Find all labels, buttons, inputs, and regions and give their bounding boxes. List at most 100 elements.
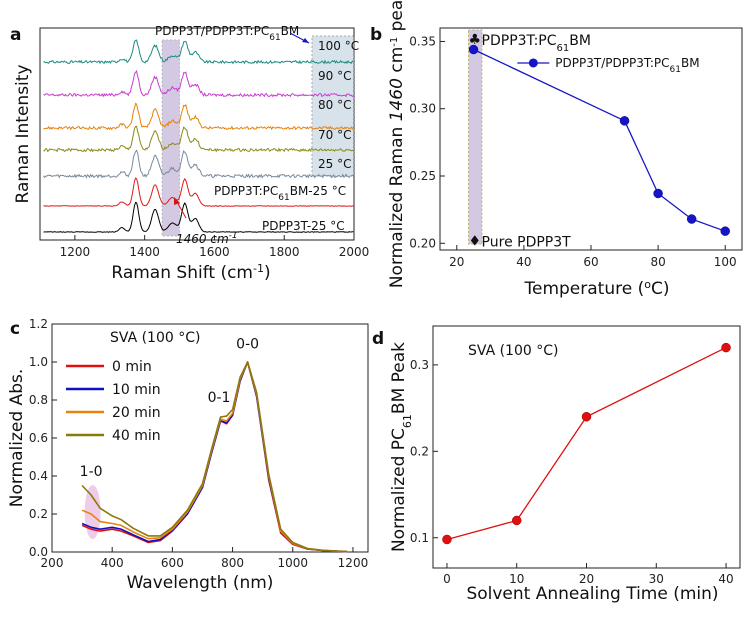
panel-a-temp-box [311,35,355,177]
panel-c-xtick-label: 200 [41,556,64,570]
panel-a-series-line [43,69,354,98]
panel-d-ytick-label: 0.2 [410,444,429,458]
panel-b-ylabel-mid: cm [387,47,407,78]
panel-a-series-label-sub: 61 [278,193,289,203]
panel-b-ylabel-text: Normalized Raman [387,121,407,288]
panel-b-special-label: PDPP3T:PC61BM [482,33,591,54]
panel-b-letter: b [370,25,382,45]
panel-b-xtick-label: 40 [516,255,531,269]
panel-a-series-label-text: 70 °C [318,128,351,142]
panel-a-xtick-label: 2000 [339,245,370,259]
panel-a-series-line [43,149,354,179]
panel-b-xlabel: Temperature (oC) [524,278,670,300]
panel-b-special-label: Pure PDPP3T [482,235,572,251]
panel-c-annotation: 0-1 [208,390,231,406]
panel-c-ytick-label: 1.0 [29,355,48,369]
panel-a-series-label: 90 °C [318,69,351,83]
panel-d-data-point [511,515,522,526]
panel-b-shaded-region [468,29,483,245]
panel-c-xtick-label: 400 [101,556,124,570]
panel-a-series-label: PDPP3T-25 °C [262,219,345,233]
panel-a-header-text: PDPP3T/PDPP3T:PC [155,24,269,38]
panel-a-header-end: BM [281,24,300,38]
panel-b-data-point [686,214,697,224]
panel-c-xtick-label: 1000 [277,556,308,570]
panel-b-ylabel-italic: 1460 [387,78,407,121]
panel-a-series-label-end: BM-25 °C [290,184,346,198]
panel-a-series-label: 70 °C [318,128,351,142]
panel-b-ytick-label: 0.20 [409,236,436,250]
panel-d-ylabel-sub: 61 [401,414,414,428]
panel-a-series-label-text: 80 °C [318,98,351,112]
panel-d-data-point [721,342,731,353]
panel-b-legend-text: PDPP3T/PDPP3T:PC [555,56,669,70]
panel-b-special-label-text: Pure PDPP3T [482,235,572,251]
panel-c-legend-label: 10 min [112,382,161,398]
panel-a-series-label: 25 °C [318,157,351,171]
panel-a-xlabel: Raman Shift (cm-1) [111,262,270,284]
panel-a-series-label: PDPP3T:PC61BM-25 °C [214,184,346,203]
panel-a-xtick-label: 1800 [269,245,300,259]
panel-d-xtick-label: 40 [718,572,733,586]
panel-c-legend-label: 40 min [112,428,161,444]
panel-d-data-point [442,534,452,545]
panel-b-special-marker: ♣ [469,32,482,48]
panel-a-series-label-text: PDPP3T-25 °C [262,219,345,233]
panel-c-ylabel: Normalized Abs. [7,369,27,508]
panel-a-series-label-text: 90 °C [318,69,351,83]
panel-d-data-point [581,412,592,422]
panel-a-series-line [43,201,354,233]
panel-a-series-line [43,39,354,65]
panel-b-special-label-end: BM [569,33,591,49]
panel-a-ylabel: Raman Intensity [13,64,33,203]
panel-a-shaded-region [161,39,181,237]
panel-c-legend-label: 20 min [112,405,161,421]
panel-d-xtick-label: 20 [579,572,594,586]
panel-a-series-label-text: 25 °C [318,157,351,171]
panel-b-data-point [619,116,630,126]
panel-c-xlabel: Wavelength (nm) [127,573,274,593]
panel-d-ytick-label: 0.1 [410,531,429,545]
panel-b-legend-marker [528,58,538,68]
panel-a-header-arrowhead [302,38,309,43]
panel-a-series-label-text: PDPP3T:PC [214,184,278,198]
panel-a-xlabel-end: ) [264,263,271,283]
panel-c-absorbance-chart: 200 400 600 800 1000 1200 0.0 0.2 0.4 0.6 0.8 1.0 1.… [7,317,369,593]
panel-a-header-sub: 61 [269,33,280,43]
panel-c-annotation: 1-0 [80,464,103,480]
panel-a-xlabel-sup: -1 [253,262,264,275]
panel-c-ytick-label: 0.2 [29,507,48,521]
panel-d-pcbm-peak-chart: 0 10 20 30 40 0.1 0.2 0.3 Solvent Annealing Time… [372,325,741,604]
panel-b-legend-end: BM [681,56,700,70]
panel-d-xtick-label: 30 [649,572,664,586]
panel-b-data-point [720,226,730,236]
panel-d-ylabel: Normalized PC61BM Peak [389,342,414,552]
panel-b-ytick-label: 0.30 [409,102,436,116]
panel-a-peak-label-sup: -1 [229,231,238,241]
panel-b-ytick-label: 0.25 [409,169,436,183]
panel-b-data-point [468,44,479,55]
panel-c-title: SVA (100 °C) [110,330,200,346]
panel-d-letter: d [372,329,384,349]
panel-b-data-point [653,188,663,199]
panel-d-ytick-label: 0.3 [410,358,429,372]
panel-b-ytick-label: 0.35 [409,34,436,48]
panel-d-xlabel: Solvent Annealing Time (min) [466,584,718,604]
panel-a-peak-label-text: 1460 cm [176,232,229,246]
panel-b-legend-label: PDPP3T/PDPP3T:PC61BM [555,56,699,75]
panel-c-ytick-label: 0.6 [29,431,48,445]
panel-b-series-line [473,48,726,232]
panel-b-temperature-chart: 20 40 60 80 100 0.20 0.25 0.30 0.35 Temperature (… [370,0,743,300]
panel-b-xtick-label: 60 [583,255,598,269]
panel-d-series-line [446,347,727,541]
panel-b-special-label-text: PDPP3T:PC [482,33,557,49]
panel-d-xtick-label: 0 [443,572,451,586]
panel-a-header-label: PDPP3T/PDPP3T:PC61BM [155,24,299,43]
panel-a-series-label-text: 100 °C [318,39,359,53]
panel-a-series-line [43,102,354,131]
panel-a-peak-label: 1460 cm-1 [176,231,238,246]
panel-a-series-line [43,177,354,207]
panel-b-special-marker: ♦ [469,234,482,250]
panel-c-xtick-label: 600 [161,556,184,570]
